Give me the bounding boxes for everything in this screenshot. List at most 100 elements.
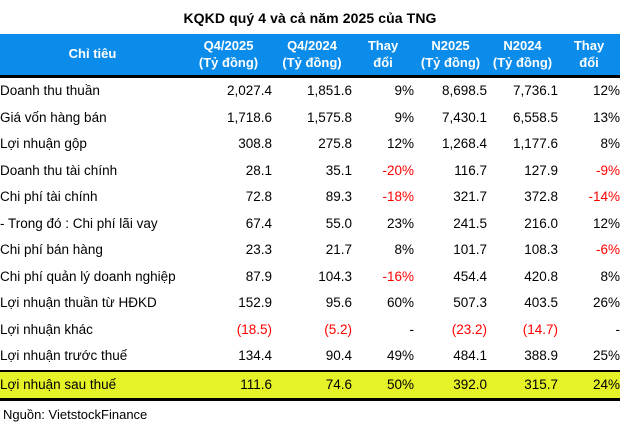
- table-row-gia-von-hang-ban: Giá vốn hàng bán 1,718.6 1,575.8 9% 7,43…: [0, 104, 620, 132]
- cell-value: 241.5: [414, 210, 487, 238]
- cell-value: 372.8: [487, 184, 558, 211]
- row-label: Chi phí bán hàng: [0, 237, 185, 264]
- cell-value: 1,177.6: [487, 131, 558, 158]
- col-header-thay-doi-nam: Thay đổi: [558, 34, 620, 79]
- table-row-loi-nhuan-khac: Lợi nhuận khác (18.5) (5.2) - (23.2) (14…: [0, 316, 620, 344]
- cell-value: -: [558, 316, 620, 344]
- cell-value: 49%: [352, 343, 414, 371]
- col-header-n2024: N2024 (Tỷ đồng): [487, 34, 558, 79]
- cell-value: 392.0: [414, 369, 487, 402]
- cell-value: 1,268.4: [414, 131, 487, 158]
- col-header-n2025: N2025 (Tỷ đồng): [414, 34, 487, 79]
- cell-value: (23.2): [414, 316, 487, 344]
- col-header-q4-2024: Q4/2024 (Tỷ đồng): [272, 34, 352, 79]
- cell-value: 23.3: [185, 237, 272, 264]
- page-title: KQKD quý 4 và cả năm 2025 của TNG: [183, 10, 437, 26]
- cell-value: 26%: [558, 290, 620, 317]
- table-row-loi-nhuan-truoc-thue: Lợi nhuận trước thuế 134.4 90.4 49% 484.…: [0, 343, 620, 371]
- cell-value: 108.3: [487, 237, 558, 264]
- cell-value: 90.4: [272, 343, 352, 371]
- cell-value: 1,718.6: [185, 104, 272, 132]
- row-label: Chi phí tài chính: [0, 184, 185, 211]
- cell-value: 24%: [558, 369, 620, 402]
- cell-value: 484.1: [414, 343, 487, 371]
- cell-value: 420.8: [487, 263, 558, 291]
- cell-value: -20%: [352, 157, 414, 185]
- header-row: Chỉ tiêu Q4/2025 (Tỷ đồng) Q4/2024 (Tỷ đ…: [0, 34, 620, 79]
- cell-value: 111.6: [185, 369, 272, 402]
- cell-value: 28.1: [185, 157, 272, 185]
- cell-value: 7,430.1: [414, 104, 487, 132]
- col-header-thay-doi-quy: Thay đổi: [352, 34, 414, 79]
- cell-value: 9%: [352, 76, 414, 105]
- cell-value: 507.3: [414, 290, 487, 317]
- table-row-chi-phi-ban-hang: Chi phí bán hàng 23.3 21.7 8% 101.7 108.…: [0, 237, 620, 264]
- cell-value: 308.8: [185, 131, 272, 158]
- cell-value: 25%: [558, 343, 620, 371]
- cell-value: -16%: [352, 263, 414, 291]
- row-label: Doanh thu thuần: [0, 76, 185, 105]
- cell-value: 35.1: [272, 157, 352, 185]
- cell-value: 216.0: [487, 210, 558, 238]
- cell-value: 72.8: [185, 184, 272, 211]
- cell-value: 454.4: [414, 263, 487, 291]
- cell-value: (14.7): [487, 316, 558, 344]
- cell-value: 101.7: [414, 237, 487, 264]
- cell-value: 60%: [352, 290, 414, 317]
- table-row-chi-phi-lai-vay: - Trong đó : Chi phí lãi vay 67.4 55.0 2…: [0, 210, 620, 238]
- row-label: Lợi nhuận sau thuế: [0, 369, 185, 402]
- table-row-loi-nhuan-thuan-hdkd: Lợi nhuận thuần từ HĐKD 152.9 95.6 60% 5…: [0, 290, 620, 317]
- cell-value: 8%: [558, 131, 620, 158]
- cell-value: -6%: [558, 237, 620, 264]
- cell-value: 55.0: [272, 210, 352, 238]
- cell-value: 2,027.4: [185, 76, 272, 105]
- row-label: Lợi nhuận khác: [0, 316, 185, 344]
- cell-value: 7,736.1: [487, 76, 558, 105]
- cell-value: 134.4: [185, 343, 272, 371]
- cell-value: 87.9: [185, 263, 272, 291]
- cell-value: 13%: [558, 104, 620, 132]
- cell-value: 1,851.6: [272, 76, 352, 105]
- cell-value: 12%: [558, 210, 620, 238]
- cell-value: -9%: [558, 157, 620, 185]
- cell-value: -14%: [558, 184, 620, 211]
- table-row-chi-phi-tai-chinh: Chi phí tài chính 72.8 89.3 -18% 321.7 3…: [0, 184, 620, 211]
- row-label: Chi phí quản lý doanh nghiệp: [0, 263, 185, 291]
- cell-value: 9%: [352, 104, 414, 132]
- cell-value: 116.7: [414, 157, 487, 185]
- cell-value: 275.8: [272, 131, 352, 158]
- row-label: Doanh thu tài chính: [0, 157, 185, 185]
- cell-value: (18.5): [185, 316, 272, 344]
- cell-value: 95.6: [272, 290, 352, 317]
- row-label: Giá vốn hàng bán: [0, 104, 185, 132]
- kqkd-table: Chỉ tiêu Q4/2025 (Tỷ đồng) Q4/2024 (Tỷ đ…: [0, 34, 620, 402]
- table-row-loi-nhuan-sau-thue: Lợi nhuận sau thuế 111.6 74.6 50% 392.0 …: [0, 369, 620, 402]
- cell-value: 8%: [558, 263, 620, 291]
- cell-value: 23%: [352, 210, 414, 238]
- col-header-chi-tieu: Chỉ tiêu: [0, 34, 185, 79]
- cell-value: 89.3: [272, 184, 352, 211]
- table-row-doanh-thu-tai-chinh: Doanh thu tài chính 28.1 35.1 -20% 116.7…: [0, 157, 620, 185]
- cell-value: 388.9: [487, 343, 558, 371]
- cell-value: 403.5: [487, 290, 558, 317]
- source-note: Nguồn: VietstockFinance: [3, 407, 148, 423]
- cell-value: 315.7: [487, 369, 558, 402]
- cell-value: 127.9: [487, 157, 558, 185]
- row-label: - Trong đó : Chi phí lãi vay: [0, 210, 185, 238]
- cell-value: 6,558.5: [487, 104, 558, 132]
- cell-value: 67.4: [185, 210, 272, 238]
- cell-value: -18%: [352, 184, 414, 211]
- cell-value: 8,698.5: [414, 76, 487, 105]
- col-header-q4-2025: Q4/2025 (Tỷ đồng): [185, 34, 272, 79]
- cell-value: 1,575.8: [272, 104, 352, 132]
- row-label: Lợi nhuận gộp: [0, 131, 185, 158]
- cell-value: 152.9: [185, 290, 272, 317]
- cell-value: 50%: [352, 369, 414, 402]
- table-row-loi-nhuan-gop: Lợi nhuận gộp 308.8 275.8 12% 1,268.4 1,…: [0, 131, 620, 158]
- cell-value: (5.2): [272, 316, 352, 344]
- cell-value: 21.7: [272, 237, 352, 264]
- row-label: Lợi nhuận thuần từ HĐKD: [0, 290, 185, 317]
- cell-value: 12%: [558, 76, 620, 105]
- row-label: Lợi nhuận trước thuế: [0, 343, 185, 371]
